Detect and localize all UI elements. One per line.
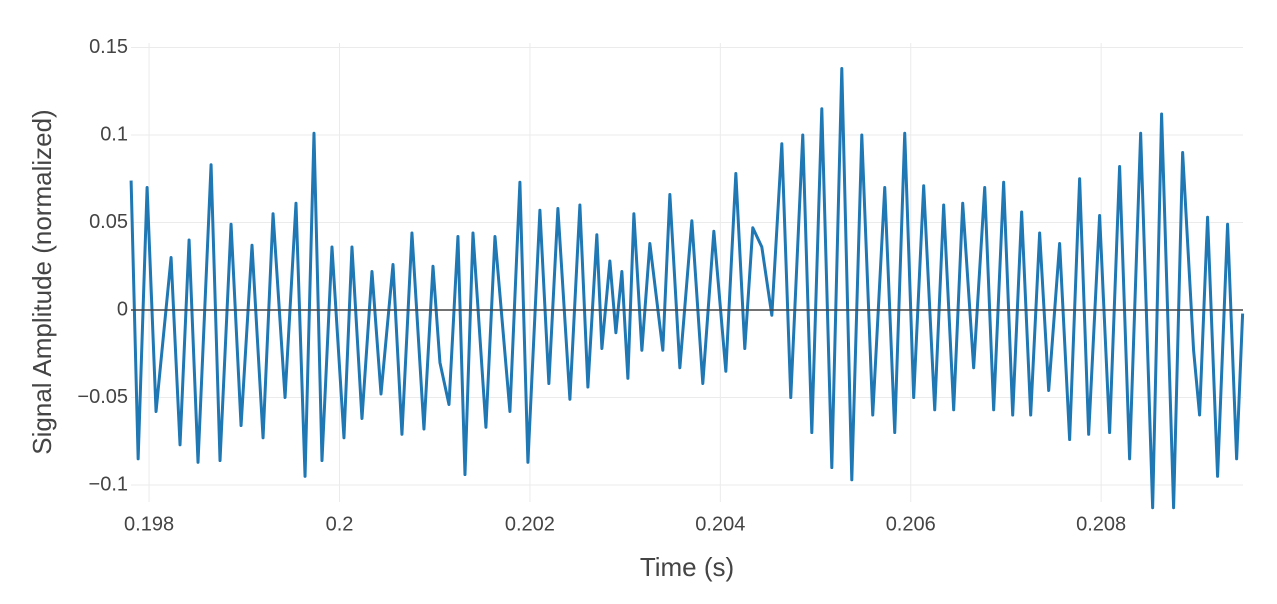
x-tick-label: 0.202 — [505, 513, 555, 535]
x-axis-title: Time (s) — [640, 552, 734, 582]
x-tick-label: 0.198 — [124, 513, 174, 535]
x-tick-label: 0.208 — [1076, 513, 1126, 535]
y-tick-label: 0.05 — [89, 211, 128, 233]
y-tick-label: 0 — [117, 298, 128, 320]
x-tick-label: 0.206 — [886, 513, 936, 535]
x-tick-label: 0.2 — [326, 513, 354, 535]
y-tick-label: −0.05 — [77, 386, 128, 408]
signal-line — [129, 67, 1245, 510]
y-tick-label: −0.1 — [89, 473, 128, 495]
x-tick-label: 0.204 — [695, 513, 745, 535]
y-axis-title: Signal Amplitude (normalized) — [27, 109, 57, 454]
y-tick-label: 0.1 — [100, 123, 128, 145]
y-tick-label: 0.15 — [89, 36, 128, 58]
